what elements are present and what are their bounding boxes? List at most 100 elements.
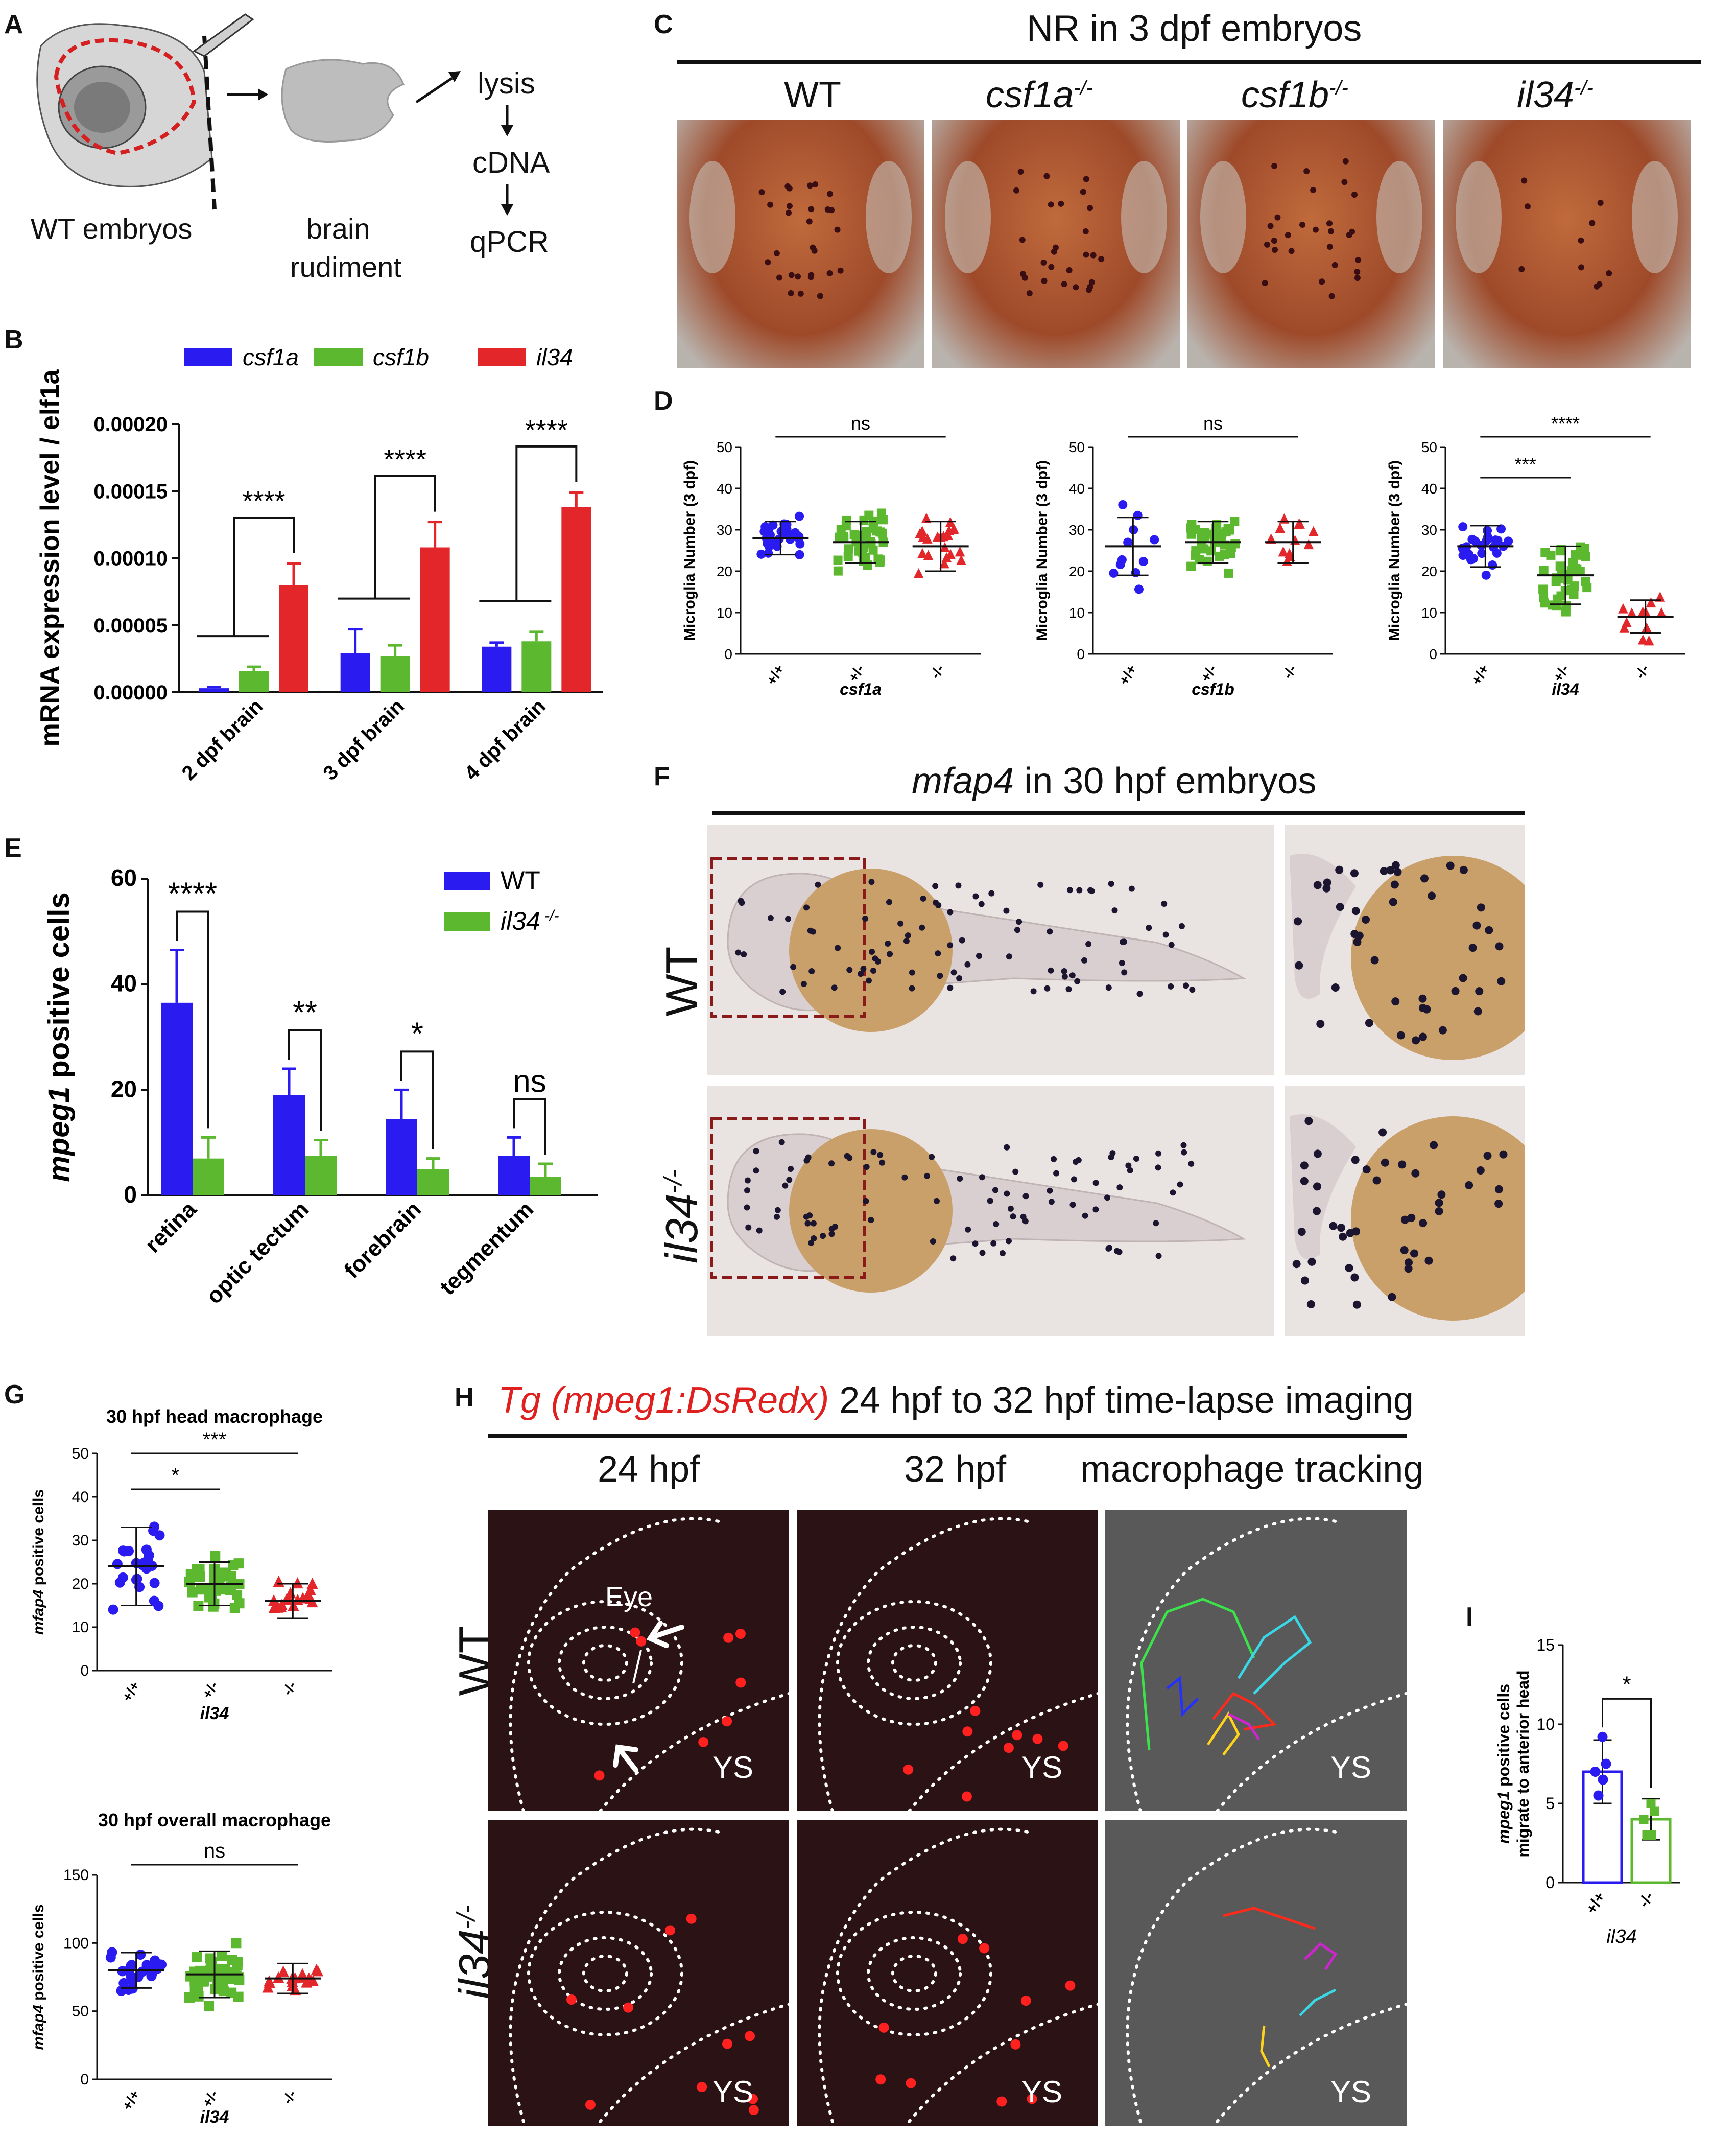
- macrophage-dot: [1396, 1031, 1405, 1040]
- data-point: [108, 1604, 118, 1615]
- macrophage-dot: [779, 989, 786, 995]
- data-point: [275, 1601, 287, 1612]
- macrophage-dot: [1087, 887, 1093, 894]
- macrophage-dot: [862, 916, 869, 922]
- macrophage-dot: [1350, 869, 1359, 878]
- data-point: [1194, 555, 1204, 565]
- legend-swatch-il34: [478, 348, 526, 366]
- macrophage-dot: [903, 937, 910, 944]
- eye-outline: [836, 1911, 992, 2036]
- panel-f-title-rule: [712, 811, 1525, 815]
- macrophage: [1027, 2094, 1037, 2104]
- arrow-icon: [613, 1744, 638, 1768]
- data-point: [231, 1938, 242, 1949]
- macrophage-dot: [858, 971, 864, 977]
- y-tick-label: 0: [80, 2071, 89, 2088]
- y-tick-label: 50: [717, 439, 732, 455]
- microglia-dot: [1272, 247, 1278, 253]
- macrophage-dot: [1418, 1032, 1427, 1041]
- microglia-dot: [811, 247, 818, 254]
- macrophage: [979, 1943, 990, 1954]
- x-tick-label: +/+: [1468, 662, 1492, 688]
- macrophage-dot: [1004, 1190, 1010, 1197]
- macrophage-dot: [897, 920, 904, 927]
- macrophage-dot: [1003, 907, 1010, 914]
- macrophage-dot: [1071, 1176, 1077, 1183]
- macrophage-dot: [767, 914, 774, 921]
- legend-label: WT: [501, 866, 540, 895]
- lens-outline: [891, 1644, 937, 1682]
- data-point: [277, 1965, 289, 1977]
- y-tick-label: 0.00005: [93, 615, 168, 637]
- significance-label: ****: [525, 415, 568, 445]
- legend-label: il34: [536, 344, 573, 370]
- y-tick-label: 40: [717, 481, 732, 497]
- macrophage-dot: [745, 1224, 752, 1231]
- macrophage-dot: [947, 909, 954, 916]
- bar-il34: [561, 507, 591, 692]
- macrophage: [1058, 1741, 1068, 1751]
- data-point: [1621, 617, 1632, 627]
- microglia-dot: [1288, 248, 1295, 254]
- macrophage-dot: [800, 981, 807, 988]
- macrophage-dot: [979, 1250, 986, 1256]
- data-point: [1123, 537, 1133, 547]
- bar-csf1a: [199, 688, 229, 692]
- x-tick-label: -/-: [1632, 662, 1652, 682]
- data-point: [1191, 546, 1201, 556]
- microglia-dot: [786, 203, 793, 209]
- macrophage-dot: [1294, 917, 1302, 926]
- panel-label-d: D: [654, 386, 673, 416]
- microglia-dot: [773, 250, 780, 256]
- data-point: [126, 1960, 137, 1970]
- macrophage-dot: [1061, 968, 1067, 974]
- microglia-dot: [1348, 228, 1355, 235]
- microglia-dot: [1521, 177, 1528, 184]
- macrophage-dot: [1350, 1273, 1359, 1282]
- macrophage-dot: [979, 1174, 985, 1181]
- eye-region: [689, 161, 735, 273]
- microglia-dot: [1019, 237, 1026, 243]
- macrophage-dot: [934, 1198, 940, 1204]
- data-point: [220, 1964, 230, 1975]
- macrophage-dot: [790, 964, 797, 970]
- data-point: [1571, 563, 1581, 573]
- microglia-dot: [806, 182, 813, 189]
- microglia-dot: [767, 201, 774, 208]
- data-point: [222, 1974, 233, 1984]
- microglia-dot: [1267, 223, 1274, 229]
- macrophage-dot: [909, 985, 915, 992]
- microglia-dot: [788, 272, 795, 278]
- macrophage-dot: [744, 1187, 751, 1194]
- eye-outline: [836, 1600, 992, 1726]
- macrophage-dot: [1420, 874, 1429, 883]
- data-point: [264, 1975, 275, 1987]
- data-point: [1186, 561, 1196, 571]
- macrophage-dot: [868, 1216, 874, 1223]
- embryo-dissection-illustration: [36, 13, 254, 210]
- eye-region: [866, 161, 912, 273]
- data-point: [923, 550, 934, 560]
- legend-swatch-il34: [444, 912, 490, 931]
- data-point: [217, 1951, 227, 1961]
- significance-label: ***: [203, 1428, 227, 1451]
- y-tick-label: 0.00015: [93, 480, 168, 503]
- macrophage-dot: [1497, 977, 1506, 985]
- microglia-dot: [1271, 238, 1277, 244]
- macrophage-dot: [1304, 1117, 1313, 1125]
- bar-il34: [530, 1177, 561, 1195]
- macrophage-dot: [1014, 927, 1020, 933]
- y-axis-label: mfap4 positive cells: [30, 1489, 47, 1635]
- macrophage: [996, 2096, 1007, 2107]
- legend-label: csf1b: [373, 344, 429, 370]
- microglia-dot: [826, 270, 833, 276]
- macrophage-dot: [1047, 928, 1053, 935]
- data-point: [1477, 549, 1487, 558]
- macrophage-dot: [756, 1227, 763, 1234]
- data-point: [292, 1577, 303, 1589]
- macrophage: [962, 1726, 973, 1737]
- bar-WT: [161, 1002, 193, 1195]
- macrophage-dot: [1430, 1141, 1438, 1149]
- macrophage-dot: [1061, 973, 1068, 980]
- macrophage-dot: [1313, 1149, 1322, 1158]
